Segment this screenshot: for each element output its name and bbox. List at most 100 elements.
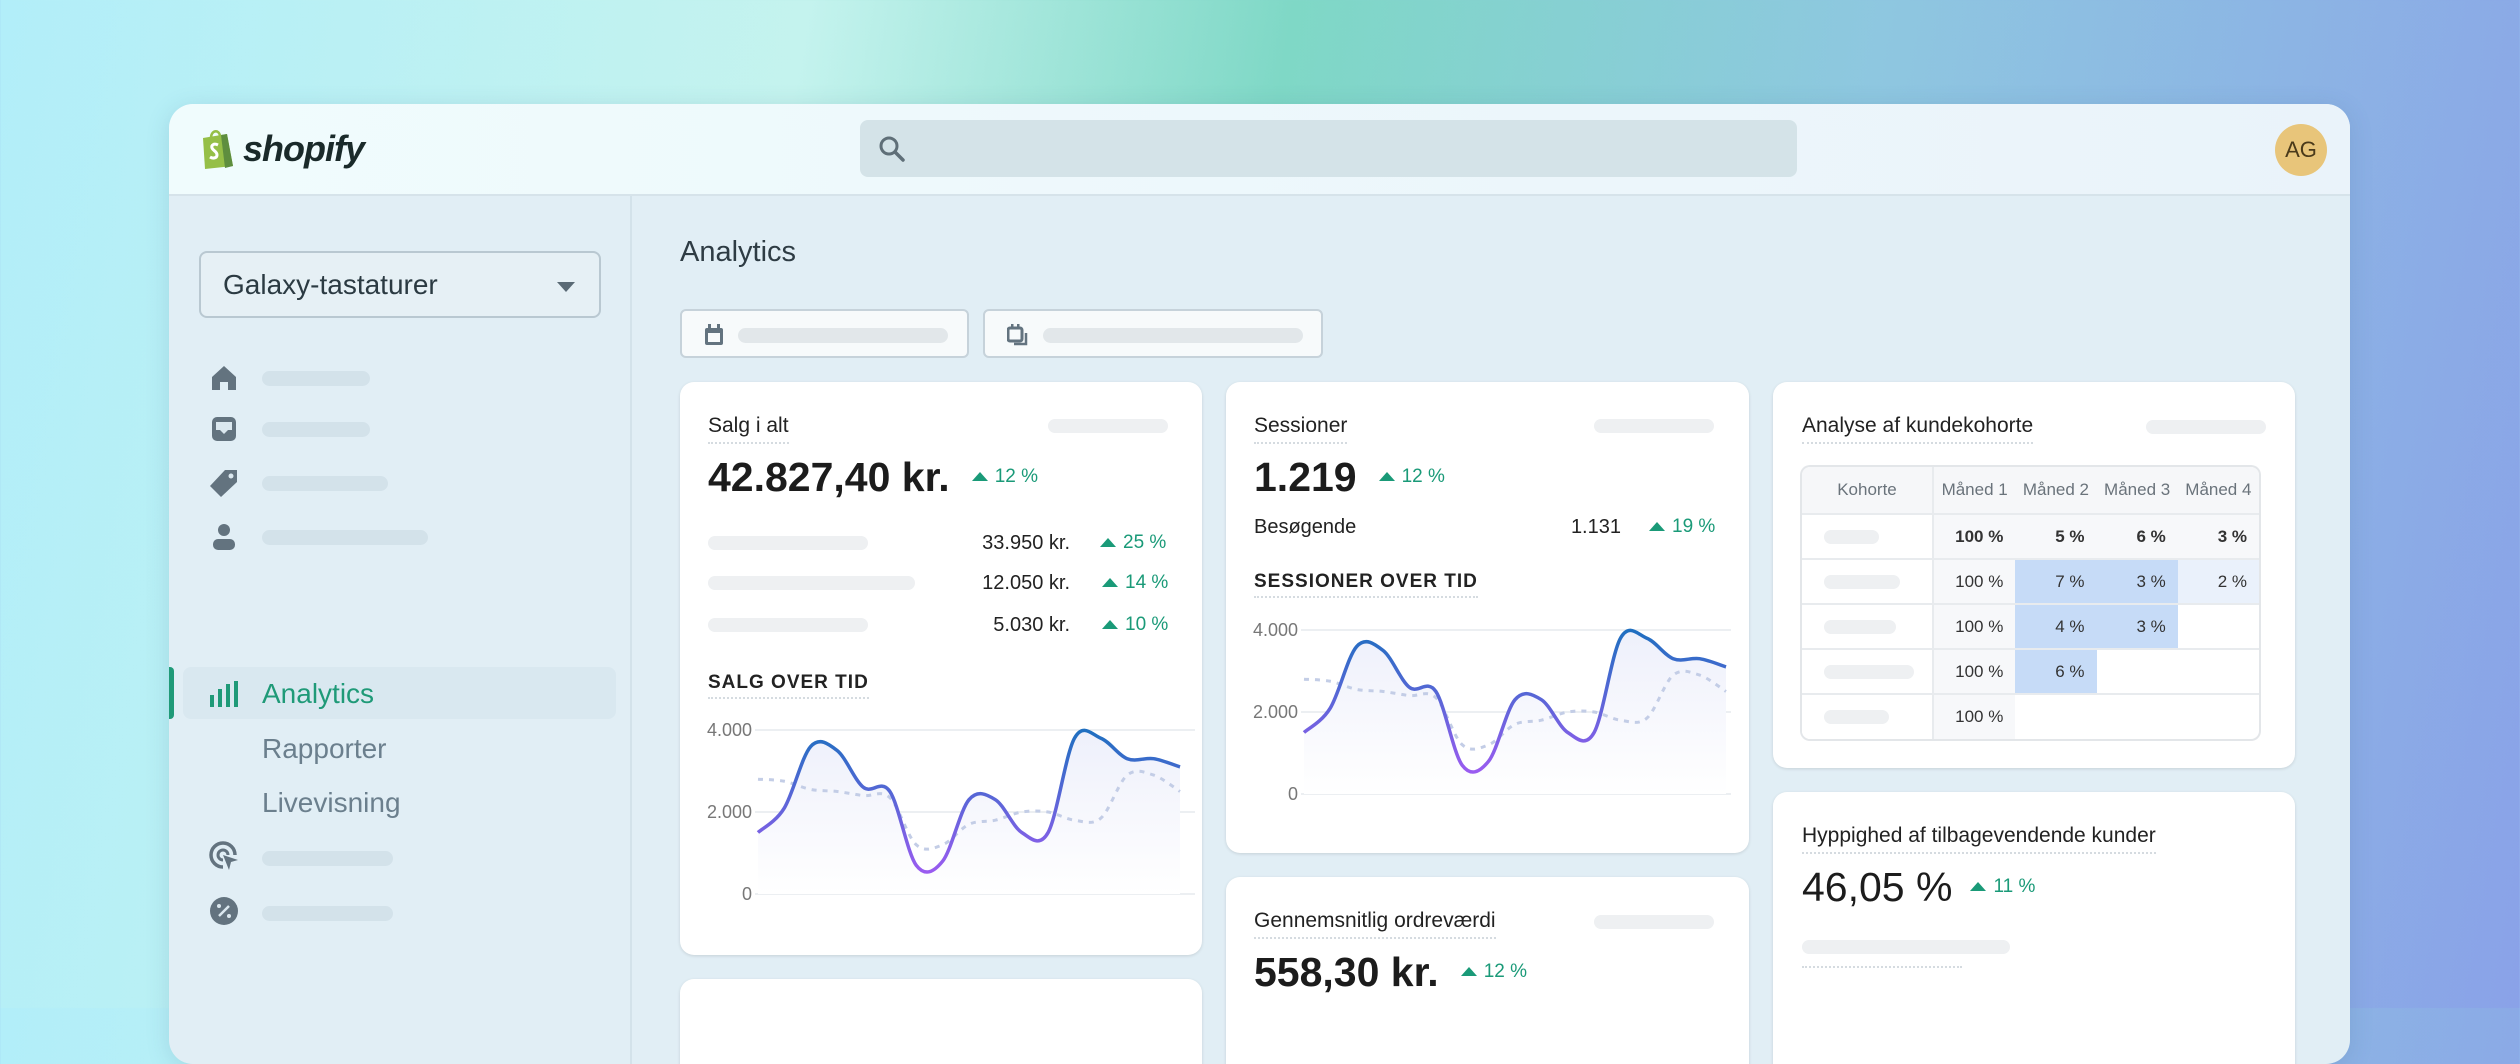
visitors-label: Besøgende [1254,516,1357,538]
returning-detail-placeholder [1802,940,2010,954]
sidebar-item-label: Analytics [262,678,375,709]
column-header: Måned 4 [2177,467,2259,515]
sidebar-item-livevisning[interactable]: Livevisning [262,787,401,818]
sessions-chart-title: SESSIONER OVER TID [1254,571,1478,598]
empty-cell [2177,604,2259,650]
table-row: 100 % 5 % 6 % 3 % [1802,514,2259,560]
average-order-value-card: Gennemsnitlig ordreværdi 558,30 kr. 12 % [1226,877,1749,1064]
empty-cell [2177,649,2259,695]
sales-chart-title: SALG OVER TID [708,672,869,699]
calendar-icon [705,324,723,345]
sidebar-item-orders[interactable] [262,422,370,437]
aov-delta: 12 % [1461,961,1527,983]
cell: 100 % [1933,649,2016,695]
column-header: Måned 2 [2015,467,2097,515]
cohort-label [1802,694,1934,739]
cohort-card: Analyse af kundekohorte Kohorte Måned 1 … [1773,382,2295,768]
search-input[interactable] [860,120,1797,177]
series-line [756,728,1181,874]
sidebar-item-marketing[interactable] [262,851,393,866]
compare-range-text [1043,328,1303,343]
y-tick-label: 0 [1287,784,1298,804]
dotted-underline [1802,966,1962,968]
sessions-total: 1.219 [1254,454,1357,500]
app-window: shopify AG Galaxy-tastaturer Analytics R… [169,104,2350,1064]
breakdown-delta: 14 % [1102,572,1168,594]
series-line [1302,628,1727,774]
sales-delta: 12 % [972,466,1038,488]
sidebar: Galaxy-tastaturer Analytics Rapporter Li… [169,196,632,1064]
y-tick-label: 2.000 [1252,702,1298,722]
column-header: Måned 1 [1933,467,2016,515]
cell: 2 % [2177,559,2259,605]
cell: 7 % [2015,559,2097,605]
shopify-bag-icon [203,130,233,169]
additional-card [680,979,1202,1064]
table-header-row: Kohorte Måned 1 Måned 2 Måned 3 Måned 4 [1802,467,2259,515]
breakdown-delta: 25 % [1100,532,1166,554]
cell: 100 % [1933,514,2016,560]
cohort-table: Kohorte Måned 1 Måned 2 Måned 3 Måned 4 … [1802,467,2259,739]
avatar[interactable]: AG [2275,124,2327,176]
cohort-label [1802,514,1934,560]
table-row: 100 % 7 % 3 % 2 % [1802,559,2259,605]
y-tick-label: 2.000 [706,802,752,822]
bar-chart-icon [210,681,238,707]
sales-card: Salg i alt 42.827,40 kr. 12 % 33.950 kr.… [680,382,1202,955]
comparison-series-line [1303,669,1727,751]
cohort-label [1802,559,1934,605]
sessions-period-placeholder [1594,419,1714,433]
cell: 3 % [2177,514,2259,560]
cell: 3 % [2096,559,2178,605]
store-selector[interactable]: Galaxy-tastaturer [199,251,601,318]
cell: 100 % [1933,604,2016,650]
breakdown-delta: 10 % [1102,614,1168,636]
y-tick-label: 4.000 [706,720,752,740]
search-icon [879,136,905,162]
sidebar-item-analytics[interactable]: Analytics [209,677,589,711]
breakdown-value: 33.950 kr. [982,532,1070,554]
returning-customers-card: Hyppighed af tilbagevendende kunder 46,0… [1773,792,2295,1064]
calendar-compare-icon [1007,324,1028,346]
returning-delta: 11 % [1970,876,2035,898]
caret-down-icon [557,282,575,292]
cell: 5 % [2015,514,2097,560]
compare-range-button[interactable] [983,309,1323,358]
table-row: 100 % 4 % 3 % [1802,604,2259,650]
cohort-label [1802,604,1934,650]
store-name: Galaxy-tastaturer [223,269,438,300]
sessions-card: Sessioner 1.219 12 % Besøgende 1.131 19 … [1226,382,1749,853]
breakdown-value: 5.030 kr. [993,614,1070,636]
breakdown-value: 12.050 kr. [982,572,1070,594]
sessions-title[interactable]: Sessioner [1254,414,1348,444]
series-area [1304,630,1726,794]
aov-title[interactable]: Gennemsnitlig ordreværdi [1254,909,1496,939]
sidebar-item-rapporter[interactable]: Rapporter [262,733,387,764]
date-range-button[interactable] [680,309,969,358]
cohort-title[interactable]: Analyse af kundekohorte [1802,414,2034,444]
cell: 100 % [1933,559,2016,605]
y-tick-label: 4.000 [1252,620,1298,640]
returning-title[interactable]: Hyppighed af tilbagevendende kunder [1802,824,2156,854]
page-title: Analytics [680,236,797,268]
date-range-text [738,328,948,343]
target-cursor-icon [209,841,238,870]
visitors-value: 1.131 [1570,516,1621,538]
shopify-logo[interactable]: shopify [199,128,365,170]
sales-title[interactable]: Salg i alt [708,414,789,444]
sidebar-item-home[interactable] [262,371,370,386]
y-tick-label: 0 [741,884,752,904]
brand-name: shopify [243,128,365,169]
sidebar-item-products[interactable] [262,476,388,491]
person-icon [213,524,235,550]
tag-icon [210,470,237,497]
discount-badge-icon [210,897,238,925]
column-header: Kohorte [1802,467,1934,515]
sidebar-item-customers[interactable] [262,530,428,545]
returning-value: 46,05 % [1802,864,1953,910]
cell: 100 % [1933,694,2016,739]
sidebar-item-discounts[interactable] [262,906,393,921]
sales-over-time-chart [755,728,1195,895]
table-row: 100 % 6 % [1802,649,2259,695]
cell: 6 % [2096,514,2178,560]
